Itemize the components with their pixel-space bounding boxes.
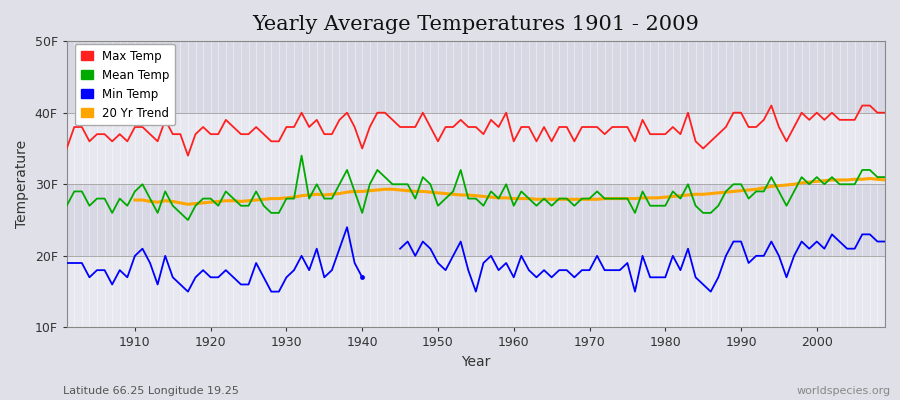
Y-axis label: Temperature: Temperature [15, 140, 29, 228]
Bar [67, 41, 885, 113]
Title: Yearly Average Temperatures 1901 - 2009: Yearly Average Temperatures 1901 - 2009 [252, 15, 699, 34]
Bar [67, 184, 885, 256]
Bar [67, 113, 885, 184]
Text: Latitude 66.25 Longitude 19.25: Latitude 66.25 Longitude 19.25 [63, 386, 238, 396]
Text: worldspecies.org: worldspecies.org [796, 386, 891, 396]
Legend: Max Temp, Mean Temp, Min Temp, 20 Yr Trend: Max Temp, Mean Temp, Min Temp, 20 Yr Tre… [75, 44, 176, 126]
Bar [67, 256, 885, 328]
X-axis label: Year: Year [461, 355, 491, 369]
